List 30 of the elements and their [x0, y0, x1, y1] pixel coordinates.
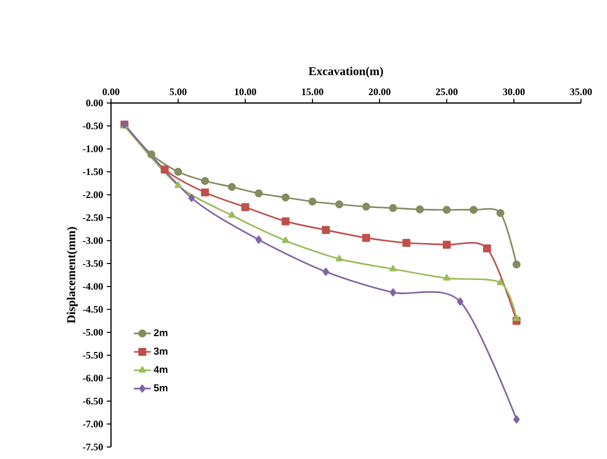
- x-tick-label: 20.00: [368, 88, 390, 96]
- y-tick-label: -7.50: [82, 444, 103, 450]
- x-tick-label: 10.00: [234, 88, 256, 96]
- x-tick-label: 25.00: [436, 88, 458, 96]
- y-tick-label: -6.00: [82, 374, 103, 382]
- legend-label: 2m: [154, 329, 168, 336]
- y-tick-label: -5.50: [82, 352, 103, 359]
- y-tick-label: -2.00: [82, 191, 103, 198]
- y-tick-label: -3.00: [82, 237, 103, 244]
- legend-label: 5m: [154, 384, 168, 392]
- y-tick-label: -3.50: [82, 260, 103, 267]
- legend-label: 3m: [154, 348, 168, 355]
- y-tick-label: 0.00: [86, 100, 103, 106]
- x-tick-label: 35.00: [570, 88, 592, 96]
- y-tick-label: -4.50: [82, 306, 103, 313]
- y-axis-title: Displacement(mm): [66, 227, 78, 324]
- x-tick-label: 15.00: [302, 88, 324, 96]
- y-tick-label: -1.00: [82, 145, 103, 152]
- y-tick-label: -6.50: [82, 398, 103, 404]
- y-tick-label: -7.00: [82, 420, 103, 428]
- x-tick-label: 0.00: [102, 88, 120, 96]
- x-tick-label: 5.00: [170, 88, 186, 96]
- x-axis-title: Excavation(m): [308, 66, 383, 78]
- y-tick-label: -5.00: [82, 328, 103, 336]
- y-tick-label: -2.50: [82, 214, 103, 222]
- y-tick-label: -4.00: [82, 283, 103, 290]
- legend-label: 4m: [154, 366, 168, 373]
- x-tick-label: 30.00: [503, 88, 525, 96]
- y-tick-label: -0.50: [82, 122, 103, 130]
- y-tick-label: -1.50: [82, 168, 103, 176]
